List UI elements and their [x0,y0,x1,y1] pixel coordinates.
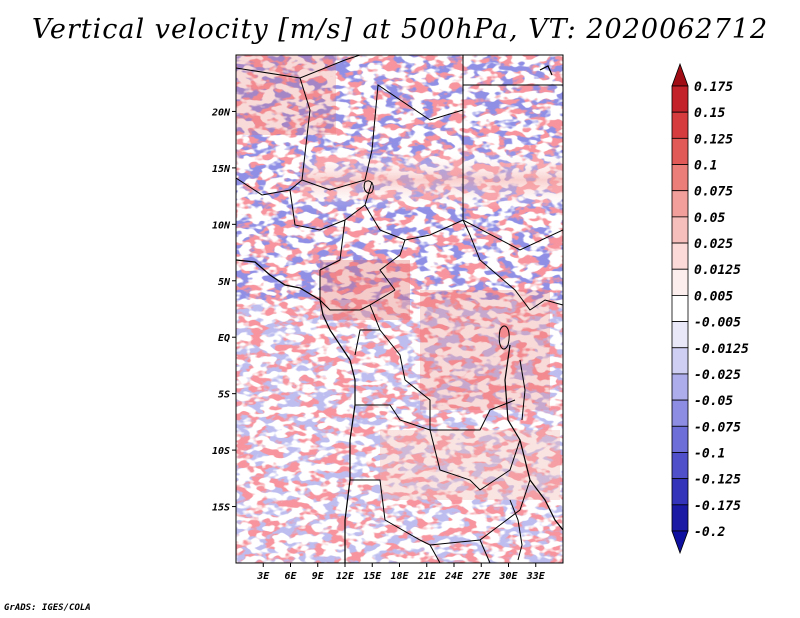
lon-tick-label: 30E [498,571,518,582]
map-title: Vertical velocity [m/s] at 500hPa, VT: 2… [31,14,769,45]
colorbar-label: -0.2 [694,525,725,540]
lat-tick-label: 15N [212,164,231,175]
colorbar-label: -0.005 [694,316,741,331]
velocity-field-texture [236,55,563,563]
lon-tick-label: 24E [444,571,464,582]
colorbar-swatch [671,216,689,244]
lon-tick-label: 12E [336,571,355,582]
colorbar-label: -0.175 [694,499,741,514]
lat-tick-label: EQ [218,333,230,344]
coastline [236,65,563,563]
colorbar-swatch [671,268,689,296]
colorbar-label: 0.025 [694,237,733,252]
colorbar: 0.175 0.15 0.125 0.1 0.075 0.05 0.025 0.0125 0.0… [671,62,749,555]
lon-tick-label: 18E [390,571,409,582]
colorbar-swatch [671,478,689,506]
colorbar-label: -0.125 [694,473,741,488]
colorbar-swatch [671,321,689,349]
colorbar-label: 0.15 [694,106,725,121]
colorbar-label: -0.025 [694,368,741,383]
colorbar-label: 0.175 [694,80,733,95]
colorbar-label: -0.1 [694,446,725,461]
lat-tick-label: 5S [218,390,230,401]
lon-tick-label: 27E [471,571,491,582]
colorbar-swatch [671,399,689,427]
convective-cell-congo [420,290,550,410]
colorbar-label: -0.05 [694,394,733,409]
lat-tick-label: 20N [211,107,231,118]
map-panel [236,55,563,563]
convective-cell-gulf [320,260,410,320]
lon-tick-label: 6E [284,571,297,582]
colorbar-swatch [671,190,689,218]
lon-tick-label: 21E [417,571,437,582]
lakes [363,180,526,561]
colorbar-label: -0.075 [694,420,741,435]
colorbar-label: 0.075 [694,185,733,200]
colorbar-swatch [671,347,689,375]
longitude-axis: 3E 6E 9E 12E 15E 18E 21E 24E 27E 30E 33E [256,563,546,582]
convective-band-north [300,150,563,210]
colorbar-swatch [671,452,689,480]
colorbar-label: 0.05 [694,211,725,226]
latitude-axis: 20N 15N 10N 5N EQ 5S 10S 15S [211,107,236,514]
colorbar-swatch [671,137,689,165]
subsidence-streak-south [380,430,560,500]
colorbar-swatch [671,242,689,270]
lon-tick-label: 15E [363,571,382,582]
colorbar-label: 0.125 [694,132,733,147]
lon-tick-label: 9E [312,571,325,582]
colorbar-label: -0.0125 [694,342,749,357]
colorbar-swatch [671,295,689,322]
lat-tick-label: 5N [218,277,231,288]
colorbar-swatch [671,373,689,401]
colorbar-swatch [671,111,689,139]
colorbar-swatch [671,85,689,113]
convective-cell-northwest [236,55,336,135]
colorbar-bottom-arrow [671,530,689,555]
colorbar-label: 0.005 [694,289,733,304]
colorbar-top-arrow [671,62,689,87]
colorbar-swatch [671,504,689,532]
grads-credit: GrADS: IGES/COLA [4,603,91,613]
lat-tick-label: 15S [212,503,230,514]
colorbar-swatch [671,164,689,192]
colorbar-label: 0.0125 [694,263,741,278]
colorbar-swatch [671,425,689,453]
lat-tick-label: 10S [212,446,230,457]
country-borders [236,55,563,563]
lat-tick-label: 10N [212,220,231,231]
lon-tick-label: 33E [526,571,546,582]
colorbar-label: 0.1 [694,159,717,174]
lon-tick-label: 3E [256,571,270,582]
